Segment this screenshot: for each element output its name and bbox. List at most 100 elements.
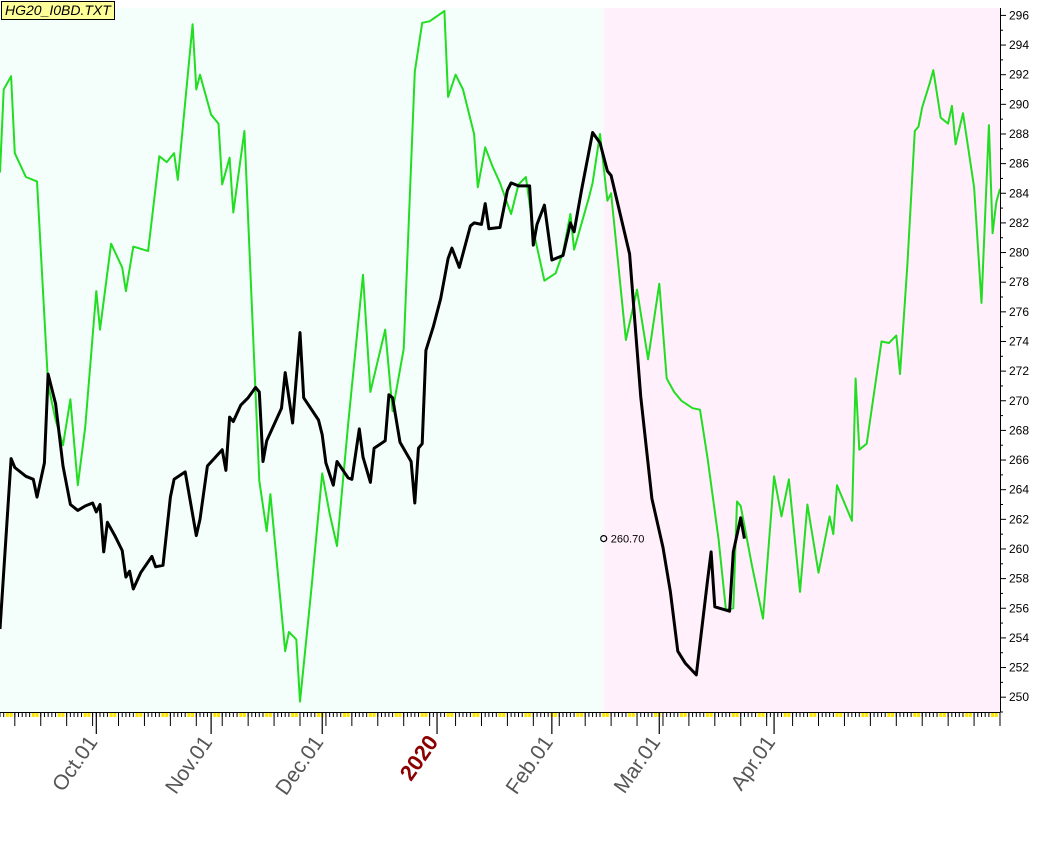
x-minor-ticks	[0, 712, 1001, 726]
series-line-1	[0, 131, 746, 677]
x-tick-label: Apr.01	[727, 732, 781, 795]
y-tick-label: 286	[1009, 157, 1029, 171]
x-weekend-mark	[165, 713, 169, 717]
y-tick-label: 282	[1009, 216, 1029, 230]
last-value-label: 260.70	[611, 534, 645, 546]
x-weekend-mark	[683, 713, 687, 717]
y-tick-label: 272	[1009, 364, 1029, 378]
y-tick-label: 296	[1009, 8, 1029, 22]
x-weekend-mark	[891, 713, 895, 717]
x-tick-label: Feb.01	[502, 732, 558, 799]
x-weekend-mark	[709, 713, 713, 717]
y-tick-label: 278	[1009, 275, 1029, 289]
x-weekend-mark	[398, 713, 402, 717]
series-line-2	[0, 10, 1001, 703]
y-tick-label: 288	[1009, 127, 1029, 141]
x-weekend-mark	[294, 713, 298, 717]
x-weekend-mark	[420, 713, 424, 717]
y-tick-label: 292	[1009, 68, 1029, 82]
y-tick-label: 294	[1009, 38, 1029, 52]
x-weekend-mark	[239, 713, 243, 717]
y-axis: 250 252 254 256 258 260 262 264 266 268 270 272 274 2…	[1000, 8, 1029, 713]
x-weekend-mark	[83, 713, 87, 717]
chart-title: HG20_I0BD.TXT	[1, 1, 115, 20]
x-weekend-mark	[346, 713, 350, 717]
x-weekend-mark	[498, 713, 502, 717]
x-weekend-mark	[476, 713, 480, 717]
x-weekend-mark	[242, 713, 246, 717]
x-weekend-mark	[113, 713, 117, 717]
x-weekend-mark	[368, 713, 372, 717]
x-weekend-mark	[317, 713, 321, 717]
x-weekend-mark	[424, 713, 428, 717]
x-weekend-mark	[757, 713, 761, 717]
x-weekend-mark	[139, 713, 143, 717]
x-axis: Oct.01 Nov.01 Dec.01 2020 Feb.01 Mar.01 Apr.01	[48, 712, 780, 799]
y-tick-label: 268	[1009, 423, 1029, 437]
x-weekend-mark	[835, 713, 839, 717]
y-tick-label: 256	[1009, 601, 1029, 615]
x-weekend-mark	[265, 713, 269, 717]
y-tick-label: 254	[1009, 631, 1029, 645]
x-weekend-mark	[839, 713, 843, 717]
x-weekend-mark	[628, 713, 632, 717]
x-weekend-mark	[57, 713, 61, 717]
x-weekend-mark	[605, 713, 609, 717]
annotation-layer: 260.70	[600, 534, 645, 546]
x-weekend-mark	[965, 713, 969, 717]
x-weekend-mark	[887, 713, 891, 717]
x-weekend-mark	[372, 713, 376, 717]
y-tick-label: 270	[1009, 394, 1029, 408]
y-tick-label: 264	[1009, 483, 1029, 497]
x-weekend-mark	[268, 713, 272, 717]
y-tick-label: 260	[1009, 542, 1029, 556]
x-weekend-mark	[35, 713, 39, 717]
x-weekend-mark	[735, 713, 739, 717]
y-tick-label: 280	[1009, 246, 1029, 260]
x-weekend-mark	[291, 713, 295, 717]
x-weekend-mark	[554, 713, 558, 717]
x-weekend-mark	[213, 713, 217, 717]
y-tick-label: 262	[1009, 512, 1029, 526]
x-weekend-mark	[446, 713, 450, 717]
x-weekend-mark	[109, 713, 113, 717]
y-tick-label: 266	[1009, 453, 1029, 467]
x-weekend-mark	[731, 713, 735, 717]
x-weekend-mark	[5, 713, 9, 717]
x-weekend-mark	[576, 713, 580, 717]
x-tick-label: Mar.01	[610, 732, 666, 798]
x-weekend-mark	[450, 713, 454, 717]
x-weekend-mark	[783, 713, 787, 717]
x-weekend-mark	[502, 713, 506, 717]
x-weekend-mark	[394, 713, 398, 717]
x-weekend-mark	[187, 713, 191, 717]
x-weekend-mark	[602, 713, 606, 717]
x-weekend-mark	[61, 713, 65, 717]
y-tick-label: 290	[1009, 97, 1029, 111]
x-weekend-mark	[994, 713, 998, 717]
x-weekend-mark	[861, 713, 865, 717]
x-tick-label: 2020	[395, 731, 444, 785]
y-tick-label: 276	[1009, 305, 1029, 319]
x-weekend-mark	[939, 713, 943, 717]
x-weekend-mark	[631, 713, 635, 717]
last-value-marker	[600, 534, 608, 543]
x-weekend-mark	[135, 713, 139, 717]
x-weekend-mark	[191, 713, 195, 717]
x-weekend-mark	[991, 713, 995, 717]
x-tick-label: Nov.01	[161, 732, 217, 798]
x-weekend-mark	[161, 713, 165, 717]
x-weekend-mark	[917, 713, 921, 717]
x-weekend-mark	[524, 713, 528, 717]
x-weekend-mark	[9, 713, 13, 717]
y-tick-label: 284	[1009, 186, 1029, 200]
x-weekend-mark	[809, 713, 813, 717]
x-weekend-mark	[87, 713, 91, 717]
x-weekend-mark	[968, 713, 972, 717]
x-weekend-mark	[913, 713, 917, 717]
x-weekend-mark	[679, 713, 683, 717]
x-weekend-mark	[579, 713, 583, 717]
x-weekend-mark	[342, 713, 346, 717]
x-tick-label: Dec.01	[271, 732, 328, 800]
x-weekend-mark	[813, 713, 817, 717]
